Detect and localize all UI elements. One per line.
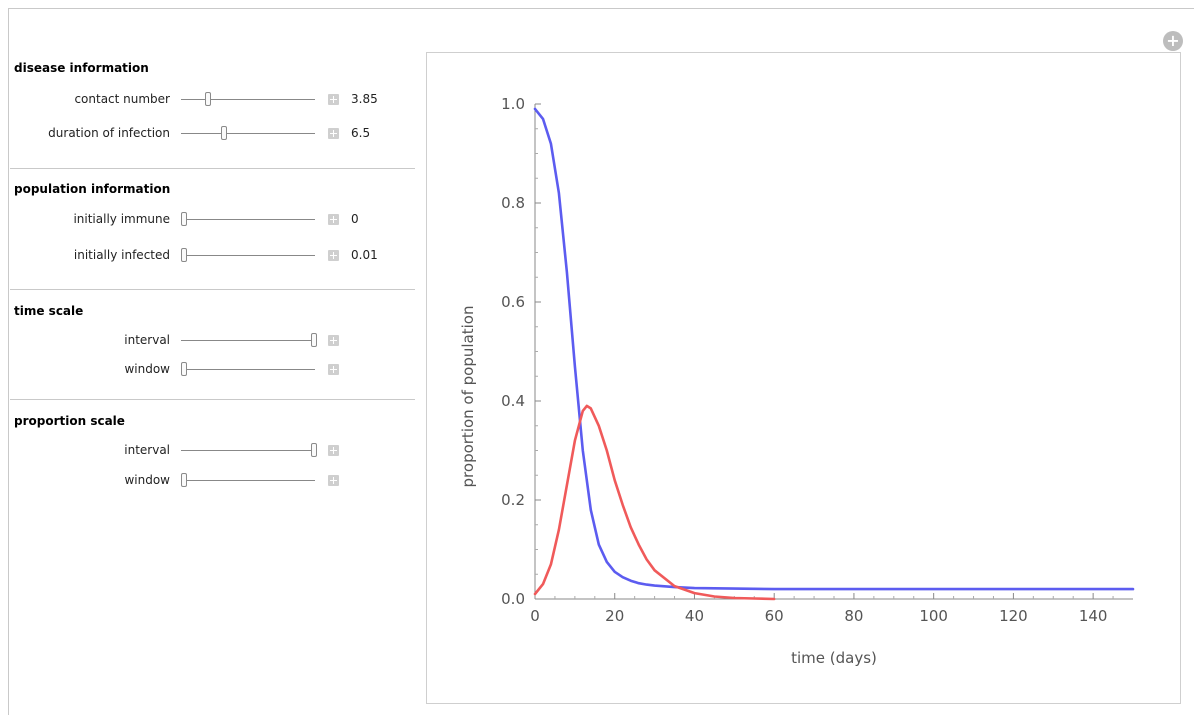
prop-interval-slider[interactable]	[181, 450, 315, 451]
x-tick-label: 40	[685, 607, 704, 625]
time-interval-slider-thumb[interactable]	[311, 333, 317, 347]
y-tick-label: 0.8	[501, 194, 525, 212]
x-tick-label: 0	[530, 607, 540, 625]
section-title-time: time scale	[14, 304, 84, 318]
x-tick-label: 120	[999, 607, 1028, 625]
x-tick-label: 20	[605, 607, 624, 625]
contact-number-value: 3.85	[351, 92, 378, 106]
duration-slider[interactable]	[181, 133, 315, 134]
section-title-population: population information	[14, 182, 171, 196]
plot-panel: 0 20 40 60 80 100 120 140 0.0 0.2 0.4 0.6 0.8 1.0 tim…	[426, 52, 1181, 704]
initially-immune-slider-thumb[interactable]	[181, 212, 187, 226]
prop-window-plus-icon[interactable]	[328, 475, 339, 486]
initially-infected-value: 0.01	[351, 248, 378, 262]
section-divider	[10, 399, 415, 400]
section-divider	[10, 168, 415, 169]
time-interval-slider[interactable]	[181, 340, 315, 341]
y-tick-label: 0.0	[501, 590, 525, 608]
initially-infected-slider-thumb[interactable]	[181, 248, 187, 262]
initially-infected-slider[interactable]	[181, 255, 315, 256]
initially-immune-label: initially immune	[73, 212, 170, 226]
prop-interval-slider-thumb[interactable]	[311, 443, 317, 457]
contact-number-plus-icon[interactable]	[328, 94, 339, 105]
infected-series-line	[533, 404, 776, 601]
time-window-plus-icon[interactable]	[328, 364, 339, 375]
time-interval-plus-icon[interactable]	[328, 335, 339, 346]
manipulate-frame	[8, 8, 1194, 715]
duration-label: duration of infection	[48, 126, 170, 140]
x-tick-label: 100	[919, 607, 948, 625]
y-axis-label: proportion of population	[459, 306, 477, 488]
time-window-label: window	[124, 362, 170, 376]
plus-circle-icon[interactable]: +	[1163, 31, 1183, 51]
contact-number-slider-thumb[interactable]	[205, 92, 211, 106]
initially-immune-slider[interactable]	[181, 219, 315, 220]
contact-number-slider[interactable]	[181, 99, 315, 100]
time-window-slider-thumb[interactable]	[181, 362, 187, 376]
section-divider	[10, 289, 415, 290]
sir-chart: 0 20 40 60 80 100 120 140 0.0 0.2 0.4 0.6 0.8 1.0 tim…	[459, 95, 1135, 667]
time-interval-label: interval	[124, 333, 170, 347]
initially-immune-plus-icon[interactable]	[328, 214, 339, 225]
initially-infected-plus-icon[interactable]	[328, 250, 339, 261]
section-title-proportion: proportion scale	[14, 414, 125, 428]
prop-window-slider-thumb[interactable]	[181, 473, 187, 487]
section-title-disease: disease information	[14, 61, 149, 75]
susceptible-series-line	[533, 107, 1135, 591]
y-tick-label: 0.2	[501, 491, 525, 509]
x-tick-label: 60	[765, 607, 784, 625]
prop-interval-label: interval	[124, 443, 170, 457]
duration-slider-thumb[interactable]	[221, 126, 227, 140]
x-tick-label: 80	[844, 607, 863, 625]
prop-window-label: window	[124, 473, 170, 487]
duration-value: 6.5	[351, 126, 371, 140]
contact-number-label: contact number	[74, 92, 170, 106]
prop-window-slider[interactable]	[181, 480, 315, 481]
duration-plus-icon[interactable]	[328, 128, 339, 139]
x-axis-label: time (days)	[791, 649, 877, 667]
initially-immune-value: 0	[351, 212, 359, 226]
y-tick-label: 0.4	[501, 392, 525, 410]
x-tick-label: 140	[1079, 607, 1108, 625]
y-tick-label: 0.6	[501, 293, 525, 311]
time-window-slider[interactable]	[181, 369, 315, 370]
prop-interval-plus-icon[interactable]	[328, 445, 339, 456]
y-tick-label: 1.0	[501, 95, 525, 113]
initially-infected-label: initially infected	[73, 248, 170, 262]
